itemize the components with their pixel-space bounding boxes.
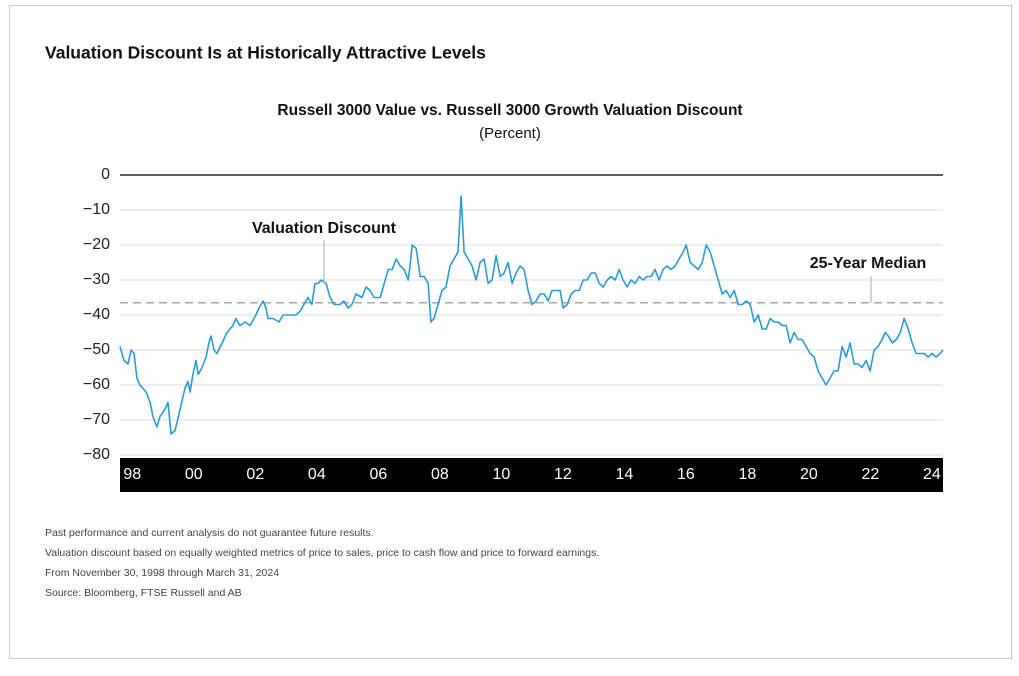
chart-title: Russell 3000 Value vs. Russell 3000 Grow… bbox=[277, 102, 742, 119]
x-tick-label: 14 bbox=[615, 466, 633, 483]
x-tick-label: 08 bbox=[431, 466, 449, 483]
y-tick-label: −80 bbox=[83, 446, 110, 463]
y-tick-label: −30 bbox=[83, 271, 110, 288]
x-tick-label: 20 bbox=[800, 466, 818, 483]
page-heading: Valuation Discount Is at Historically At… bbox=[45, 43, 486, 63]
x-tick-label: 98 bbox=[123, 466, 141, 483]
y-tick-label: −70 bbox=[83, 411, 110, 428]
y-tick-label: −20 bbox=[83, 236, 110, 253]
footnote: Source: Bloomberg, FTSE Russell and AB bbox=[45, 587, 242, 599]
median-label: 25-Year Median bbox=[810, 255, 927, 272]
y-tick-label: −40 bbox=[83, 306, 110, 323]
x-tick-label: 04 bbox=[308, 466, 326, 483]
x-tick-label: 16 bbox=[677, 466, 695, 483]
footnote: From November 30, 1998 through March 31,… bbox=[45, 567, 279, 579]
y-tick-label: −50 bbox=[83, 341, 110, 358]
y-tick-label: −10 bbox=[83, 201, 110, 218]
x-tick-label: 06 bbox=[369, 466, 387, 483]
frame bbox=[9, 5, 1012, 659]
x-tick-label: 00 bbox=[185, 466, 203, 483]
x-tick-label: 12 bbox=[554, 466, 572, 483]
x-tick-label: 22 bbox=[862, 466, 880, 483]
x-tick-label: 10 bbox=[492, 466, 510, 483]
x-axis-band bbox=[120, 458, 943, 492]
x-tick-label: 24 bbox=[923, 466, 941, 483]
series-label: Valuation Discount bbox=[252, 220, 397, 237]
footnote: Valuation discount based on equally weig… bbox=[45, 547, 599, 559]
series-line bbox=[119, 195, 944, 435]
y-tick-label: 0 bbox=[101, 166, 110, 183]
y-tick-label: −60 bbox=[83, 376, 110, 393]
footnote: Past performance and current analysis do… bbox=[45, 527, 374, 539]
chart-subtitle: (Percent) bbox=[479, 125, 541, 142]
x-tick-label: 02 bbox=[246, 466, 264, 483]
x-tick-label: 18 bbox=[739, 466, 757, 483]
